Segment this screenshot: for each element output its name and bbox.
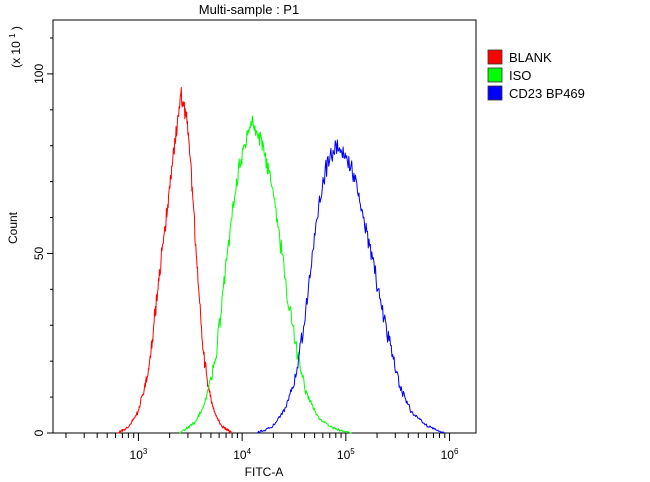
plot-frame: [52, 19, 477, 434]
x-axis-label: FITC-A: [245, 465, 284, 479]
x-tick-label: 103: [130, 447, 148, 462]
legend-label: CD23 BP469: [509, 86, 585, 101]
legend-swatch: [487, 67, 503, 83]
chart-title: Multi-sample : P1: [199, 2, 299, 17]
x-tick-label-exponent: 3: [143, 447, 148, 456]
legend-swatch: [487, 85, 503, 101]
x-tick-label-base: 10: [441, 448, 455, 462]
y-scale-label-prefix: (x 10: [9, 41, 23, 68]
svg-text:(x 10 1 ): (x 10 1 ): [4, 26, 23, 68]
series-line-blank: [117, 86, 233, 434]
x-tick-label: 105: [337, 447, 355, 462]
legend-label: ISO: [509, 68, 531, 83]
y-scale-label-exponent: 1: [8, 33, 17, 38]
series-layer: [117, 86, 445, 434]
series-line-cd23-bp469: [257, 139, 445, 434]
y-tick-label: 100: [32, 64, 46, 84]
y-scale-label: (x 10 1 ): [4, 26, 23, 68]
x-tick-label-base: 10: [337, 448, 351, 462]
x-tick-label: 106: [441, 447, 459, 462]
x-tick-label-exponent: 5: [350, 447, 355, 456]
x-tick-label: 104: [233, 447, 251, 462]
x-tick-label-exponent: 4: [247, 447, 252, 456]
y-tick-label: 50: [32, 246, 46, 260]
y-tick-label: 0: [32, 429, 46, 436]
legend: BLANK ISO CD23 BP469: [487, 49, 585, 101]
x-tick-label-exponent: 6: [454, 447, 459, 456]
x-tick-label-base: 10: [233, 448, 247, 462]
x-tick-label-base: 10: [130, 448, 144, 462]
legend-swatch: [487, 49, 503, 65]
axes-layer: [52, 19, 477, 434]
y-axis-label: Count: [6, 211, 20, 244]
legend-label: BLANK: [509, 50, 552, 65]
series-line-iso: [179, 115, 352, 434]
y-scale-label-suffix: ): [9, 26, 23, 30]
